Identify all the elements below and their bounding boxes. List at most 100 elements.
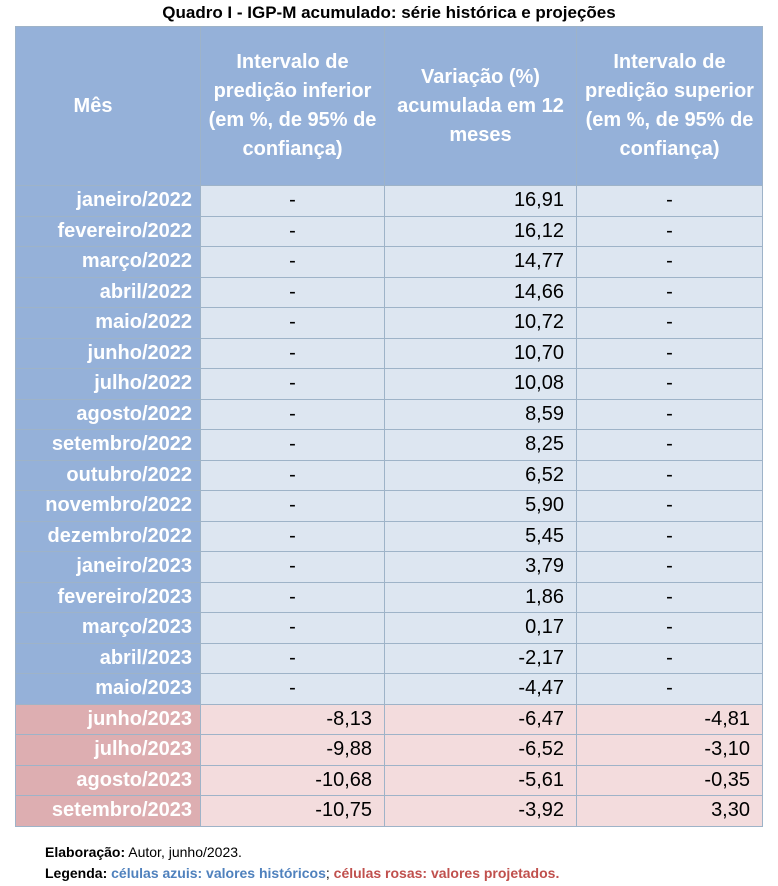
cell-variacao: 10,72 xyxy=(384,307,577,339)
cell-variacao: 10,08 xyxy=(384,368,577,400)
legenda-sep: ; xyxy=(325,865,334,881)
table-row: fevereiro/2022-16,12- xyxy=(15,215,763,247)
cell-superior: - xyxy=(576,459,763,491)
table-row: agosto/2022-8,59- xyxy=(15,398,763,430)
cell-inferior: -10,75 xyxy=(200,795,385,827)
table-row: janeiro/2022-16,91- xyxy=(15,185,763,217)
cell-superior: - xyxy=(576,612,763,644)
cell-variacao: 16,91 xyxy=(384,185,577,217)
cell-inferior: - xyxy=(200,429,385,461)
cell-variacao: 14,77 xyxy=(384,246,577,278)
cell-inferior: - xyxy=(200,368,385,400)
cell-variacao: -6,52 xyxy=(384,734,577,766)
cell-mes: dezembro/2022 xyxy=(15,520,201,552)
cell-mes: setembro/2023 xyxy=(15,795,201,827)
table-title: Quadro I - IGP-M acumulado: série histór… xyxy=(162,3,616,22)
cell-mes: maio/2023 xyxy=(15,673,201,705)
cell-mes: março/2023 xyxy=(15,612,201,644)
cell-inferior: - xyxy=(200,551,385,583)
cell-superior: - xyxy=(576,215,763,247)
table-row: setembro/2022-8,25- xyxy=(15,429,763,461)
cell-superior: - xyxy=(576,673,763,705)
cell-inferior: -9,88 xyxy=(200,734,385,766)
cell-superior: - xyxy=(576,642,763,674)
table-row: junho/2022-10,70- xyxy=(15,337,763,369)
header-variacao: Variação (%) acumulada em 12 meses xyxy=(384,26,577,186)
cell-superior: -0,35 xyxy=(576,764,763,796)
cell-inferior: - xyxy=(200,185,385,217)
cell-mes: março/2022 xyxy=(15,246,201,278)
cell-variacao: -3,92 xyxy=(384,795,577,827)
cell-superior: - xyxy=(576,307,763,339)
cell-inferior: - xyxy=(200,276,385,308)
cell-mes: setembro/2022 xyxy=(15,429,201,461)
cell-inferior: -8,13 xyxy=(200,703,385,735)
cell-inferior: - xyxy=(200,215,385,247)
cell-superior: -4,81 xyxy=(576,703,763,735)
cell-superior: 3,30 xyxy=(576,795,763,827)
cell-inferior: - xyxy=(200,459,385,491)
cell-variacao: 8,59 xyxy=(384,398,577,430)
cell-mes: agosto/2023 xyxy=(15,764,201,796)
cell-superior: - xyxy=(576,337,763,369)
table-row: agosto/2023 -10,68 -5,61 -0,35 xyxy=(15,764,763,796)
legenda-label: Legenda: xyxy=(45,865,108,881)
cell-superior: - xyxy=(576,276,763,308)
cell-mes: junho/2022 xyxy=(15,337,201,369)
cell-superior: - xyxy=(576,246,763,278)
table-row: abril/2022-14,66- xyxy=(15,276,763,308)
cell-mes: janeiro/2022 xyxy=(15,185,201,217)
cell-mes: fevereiro/2022 xyxy=(15,215,201,247)
legenda-end: . xyxy=(555,865,560,881)
header-superior: Intervalo de predição superior (em %, de… xyxy=(576,26,763,186)
header-inferior: Intervalo de predição inferior (em %, de… xyxy=(200,26,385,186)
table-row: fevereiro/2023-1,86- xyxy=(15,581,763,613)
cell-inferior: - xyxy=(200,337,385,369)
cell-inferior: - xyxy=(200,642,385,674)
cell-variacao: -2,17 xyxy=(384,642,577,674)
table-row: maio/2023- -4,47- xyxy=(15,673,763,705)
cell-mes: fevereiro/2023 xyxy=(15,581,201,613)
elaboracao-text: Autor, junho/2023. xyxy=(125,844,242,860)
cell-variacao: 0,17 xyxy=(384,612,577,644)
cell-variacao: 5,45 xyxy=(384,520,577,552)
cell-mes: junho/2023 xyxy=(15,703,201,735)
table-row: janeiro/2023-3,79- xyxy=(15,551,763,583)
table-body: janeiro/2022-16,91- fevereiro/2022-16,12-… xyxy=(15,185,763,827)
cell-variacao: 10,70 xyxy=(384,337,577,369)
cell-variacao: 6,52 xyxy=(384,459,577,491)
cell-variacao: -5,61 xyxy=(384,764,577,796)
legenda-blue: células azuis: valores históricos xyxy=(111,865,326,881)
table-row: abril/2023- -2,17- xyxy=(15,642,763,674)
header-mes: Mês xyxy=(15,26,201,186)
cell-inferior: - xyxy=(200,246,385,278)
table-row: maio/2022-10,72- xyxy=(15,307,763,339)
legenda-note: Legenda: células azuis: valores históric… xyxy=(45,863,559,883)
table-row: outubro/2022-6,52- xyxy=(15,459,763,491)
cell-variacao: 3,79 xyxy=(384,551,577,583)
cell-inferior: - xyxy=(200,581,385,613)
cell-inferior: - xyxy=(200,612,385,644)
table-row: dezembro/2022-5,45- xyxy=(15,520,763,552)
table-row: março/2023-0,17- xyxy=(15,612,763,644)
cell-variacao: -4,47 xyxy=(384,673,577,705)
table-row: julho/2023 -9,88 -6,52 -3,10 xyxy=(15,734,763,766)
table-row: julho/2022-10,08- xyxy=(15,368,763,400)
cell-inferior: -10,68 xyxy=(200,764,385,796)
cell-superior: - xyxy=(576,398,763,430)
elaboracao-label: Elaboração: xyxy=(45,844,126,860)
cell-inferior: - xyxy=(200,398,385,430)
cell-variacao: 16,12 xyxy=(384,215,577,247)
cell-inferior: - xyxy=(200,307,385,339)
table-row: setembro/2023 -10,75 -3,92 3,30 xyxy=(15,795,763,827)
igpm-table: Mês Intervalo de predição inferior (em %… xyxy=(15,26,763,827)
cell-mes: outubro/2022 xyxy=(15,459,201,491)
cell-mes: abril/2023 xyxy=(15,642,201,674)
cell-superior: - xyxy=(576,520,763,552)
cell-variacao: -6,47 xyxy=(384,703,577,735)
cell-superior: -3,10 xyxy=(576,734,763,766)
cell-superior: - xyxy=(576,368,763,400)
cell-superior: - xyxy=(576,551,763,583)
cell-mes: julho/2023 xyxy=(15,734,201,766)
cell-variacao: 8,25 xyxy=(384,429,577,461)
